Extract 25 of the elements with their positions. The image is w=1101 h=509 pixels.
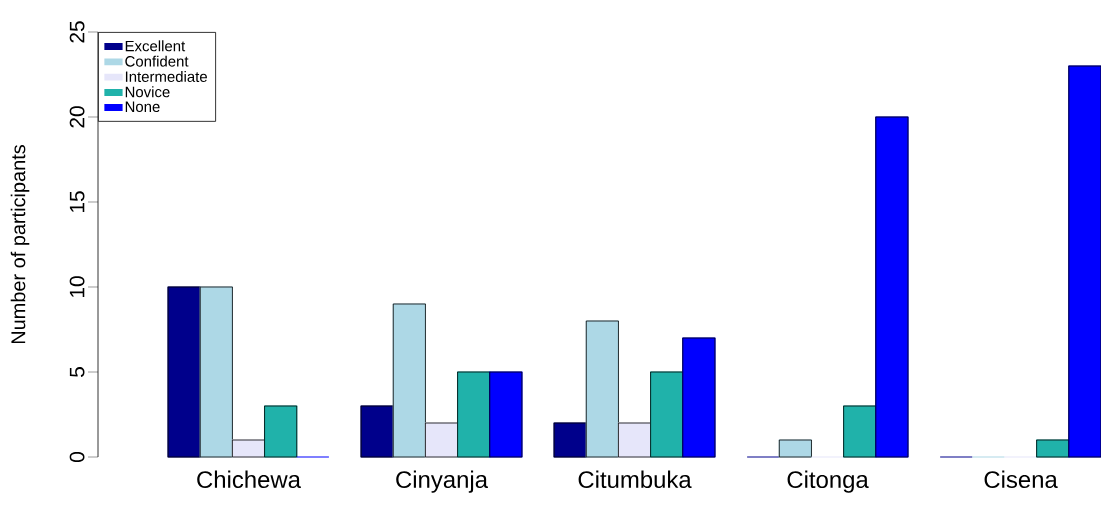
y-tick-label: 25: [69, 21, 85, 43]
legend-label: Excellent: [125, 40, 186, 52]
legend-label: Intermediate: [125, 70, 207, 82]
bar: [489, 371, 523, 458]
y-tick-label: 15: [69, 191, 85, 213]
legend-label: None: [125, 101, 160, 113]
x-tick-label: Cisena: [984, 470, 1058, 489]
x-tick-label: Citonga: [787, 470, 869, 493]
y-tick-label: 20: [69, 106, 85, 128]
y-tick-label: 10: [69, 276, 85, 298]
y-tick-label: 0: [69, 452, 85, 463]
bar: [585, 320, 620, 458]
y-axis-title: Number of participants: [10, 145, 30, 344]
bar: [199, 286, 234, 458]
bar: [392, 303, 427, 458]
x-tick-label: Citumbuka: [578, 470, 692, 489]
x-tick-label: Chichewa: [197, 470, 301, 489]
bar: [167, 286, 201, 458]
bar: [682, 337, 716, 458]
legend-label: Novice: [125, 86, 170, 98]
bar: [875, 116, 909, 458]
y-tick-label: 5: [69, 367, 85, 377]
bar: [1068, 65, 1101, 458]
x-tick-label: Cinyanja: [396, 470, 488, 493]
legend-label: Confident: [125, 55, 189, 67]
